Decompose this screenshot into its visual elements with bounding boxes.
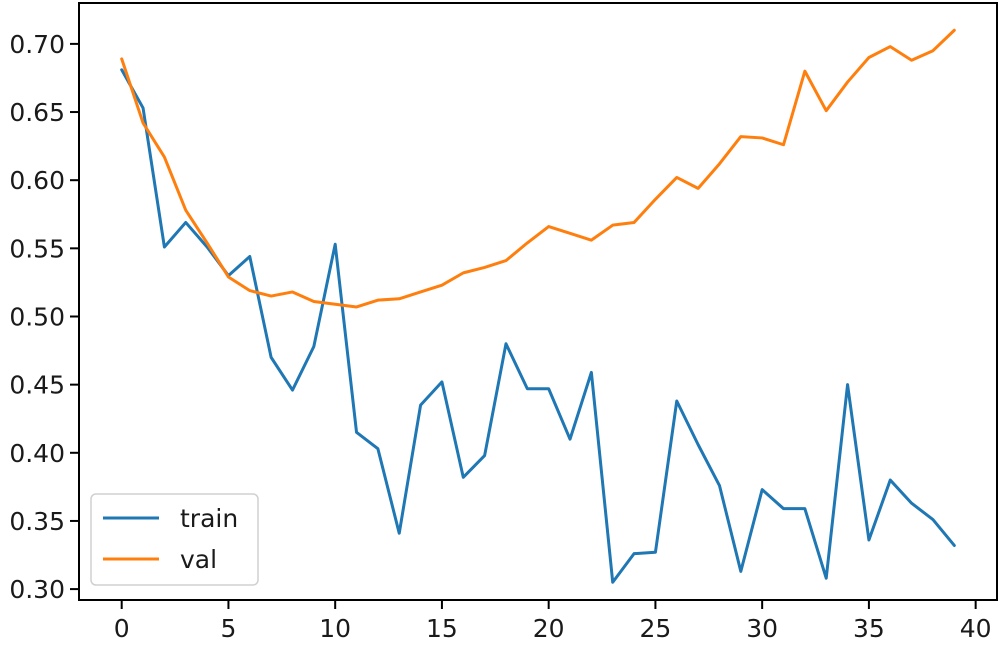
x-tick-label: 40 (960, 614, 992, 643)
x-tick-label: 30 (746, 614, 778, 643)
x-tick-label: 0 (114, 614, 130, 643)
x-tick-label: 5 (220, 614, 236, 643)
series-line-val (120, 28, 956, 309)
y-tick-label: 0.50 (9, 302, 65, 331)
series-lines (120, 28, 956, 584)
x-tick-label: 10 (319, 614, 351, 643)
y-tick-label: 0.65 (9, 98, 65, 127)
y-tick-label: 0.30 (9, 575, 65, 604)
series-line-train (120, 68, 956, 584)
y-tick-label: 0.60 (9, 166, 65, 195)
x-axis: 0 5 10 15 20 25 30 35 40 (114, 600, 992, 643)
x-tick-label: 35 (853, 614, 885, 643)
y-tick-label: 0.45 (9, 371, 65, 400)
y-axis: 0.30 0.35 0.40 0.45 0.50 0.55 0.60 0.65 0.70 (9, 30, 79, 604)
x-tick-label: 15 (426, 614, 458, 643)
y-tick-label: 0.40 (9, 439, 65, 468)
x-tick-label: 25 (640, 614, 672, 643)
y-tick-label: 0.70 (9, 30, 65, 59)
y-tick-label: 0.55 (9, 234, 65, 263)
legend-label-train: train (180, 504, 238, 533)
legend: train val (90, 493, 259, 586)
x-tick-label: 20 (533, 614, 565, 643)
legend-label-val: val (180, 545, 217, 574)
y-tick-label: 0.35 (9, 507, 65, 536)
